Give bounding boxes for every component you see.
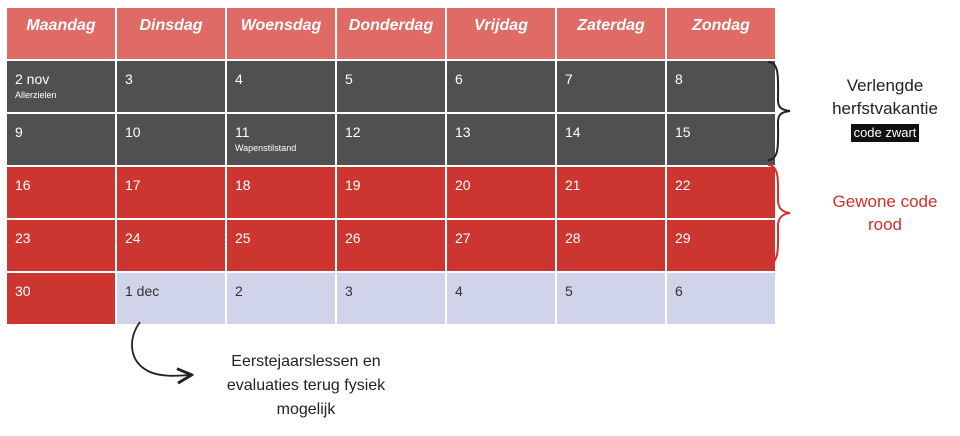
calendar-day-cell: 12 [337,114,445,165]
day-number: 17 [125,177,141,193]
calendar-day-cell: 4 [447,273,555,324]
day-number: 27 [455,230,471,246]
calendar-day-cell: 8 [667,61,775,112]
day-number: 18 [235,177,251,193]
calendar-grid: Maandag Dinsdag Woensdag Donderdag Vrijdag Za… [7,8,775,324]
day-number: 10 [125,124,141,140]
day-number: 2 nov [15,71,50,87]
code-zwart-badge: code zwart [850,124,920,142]
day-number: 16 [15,177,31,193]
calendar-day-cell: 14 [557,114,665,165]
day-number: 5 [345,71,353,87]
calendar-day-cell: 24 [117,220,225,271]
calendar-day-cell: 3 [117,61,225,112]
calendar-day-cell: 15 [667,114,775,165]
label-fysiek-note: Eerstejaarslessen en evaluaties terug fy… [196,350,416,422]
calendar-day-cell: 6 [667,273,775,324]
day-number: 24 [125,230,141,246]
day-number: 29 [675,230,691,246]
calendar-day-cell: 17 [117,167,225,218]
day-number: 3 [345,283,353,299]
calendar-day-cell: 2 [227,273,335,324]
label-fysiek-line1: Eerstejaarslessen en [231,353,381,370]
day-number: 13 [455,124,471,140]
calendar-day-cell: 18 [227,167,335,218]
label-code-zwart-line1: Verlengde [846,76,924,95]
arrow-fysiek-icon [131,321,190,376]
day-header-zondag: Zondag [667,8,775,59]
calendar-day-cell: 7 [557,61,665,112]
day-number: 30 [15,283,31,299]
day-number: 3 [125,71,133,87]
day-header-donderdag: Donderdag [337,8,445,59]
day-number: 12 [345,124,361,140]
day-number: 2 [235,283,243,299]
day-number: 23 [15,230,31,246]
calendar-day-cell: 5 [337,61,445,112]
calendar-day-cell: 23 [7,220,115,271]
calendar-day-cell: 26 [337,220,445,271]
day-number: 7 [565,71,573,87]
day-number: 22 [675,177,691,193]
day-number: 21 [565,177,581,193]
calendar-day-cell: 4 [227,61,335,112]
calendar-day-cell: 21 [557,167,665,218]
calendar-day-cell: 9 [7,114,115,165]
label-code-rood: Gewone code rood [812,190,958,236]
calendar-day-cell: 2 nov Allerzielen [7,61,115,112]
day-number: 4 [235,71,243,87]
day-number: 9 [15,124,23,140]
calendar-day-cell: 25 [227,220,335,271]
day-number: 5 [565,283,573,299]
calendar-day-cell: 16 [7,167,115,218]
label-code-rood-line1: Gewone code [832,192,938,211]
day-header-maandag: Maandag [7,8,115,59]
brace-code-rood-icon [767,164,791,265]
day-number: 6 [455,71,463,87]
calendar-day-cell: 27 [447,220,555,271]
day-number: 15 [675,124,691,140]
label-code-zwart: Verlengde herfstvakantie code zwart [812,74,958,143]
label-code-rood-line2: rood [867,215,903,234]
day-number: 11 [235,124,250,140]
day-number: 14 [565,124,581,140]
day-number: 6 [675,283,683,299]
day-number: 8 [675,71,683,87]
day-number: 1 dec [125,283,160,299]
calendar-day-cell: 10 [117,114,225,165]
label-fysiek-line2: evaluaties terug fysiek [226,377,386,394]
calendar-day-cell: 3 [337,273,445,324]
day-header-dinsdag: Dinsdag [117,8,225,59]
day-header-vrijdag: Vrijdag [447,8,555,59]
day-number: 25 [235,230,251,246]
day-header-zaterdag: Zaterdag [557,8,665,59]
day-header-woensdag: Woensdag [227,8,335,59]
calendar-day-cell: 6 [447,61,555,112]
day-number: 20 [455,177,471,193]
calendar-day-cell: 5 [557,273,665,324]
calendar-day-cell: 13 [447,114,555,165]
day-number: 28 [565,230,581,246]
day-note: Wapenstilstand [235,143,297,153]
calendar-day-cell: 22 [667,167,775,218]
calendar-day-cell: 30 [7,273,115,324]
calendar-day-cell: 19 [337,167,445,218]
calendar-day-cell: 20 [447,167,555,218]
day-number: 4 [455,283,463,299]
calendar-day-cell: 1 dec [117,273,225,324]
day-number: 26 [345,230,361,246]
label-code-zwart-line2: herfstvakantie [832,99,938,118]
brace-code-zwart-icon [767,61,791,161]
day-number: 19 [345,177,361,193]
calendar-day-cell: 29 [667,220,775,271]
calendar-day-cell: 11 Wapenstilstand [227,114,335,165]
label-fysiek-line3: mogelijk [276,401,336,418]
calendar-day-cell: 28 [557,220,665,271]
day-note: Allerzielen [15,90,57,100]
